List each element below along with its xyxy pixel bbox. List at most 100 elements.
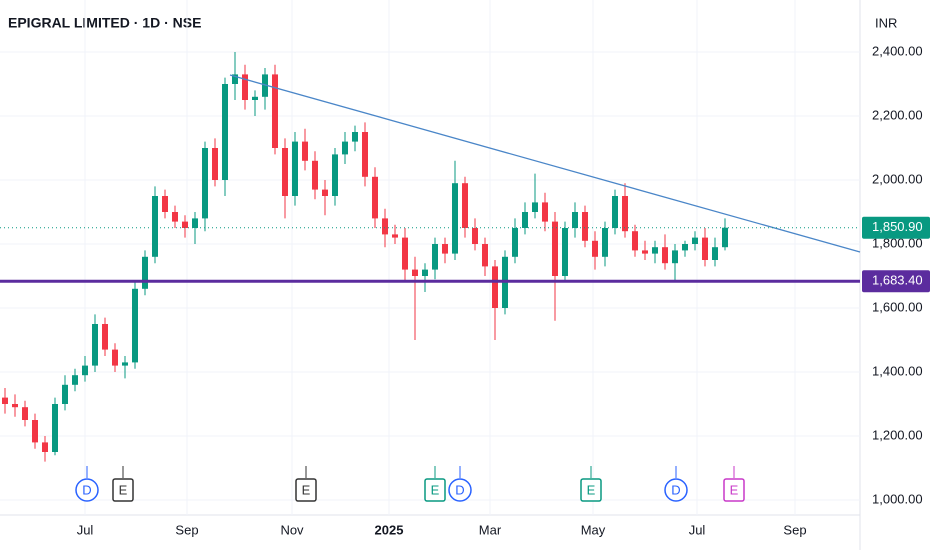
candle-body — [272, 74, 278, 148]
candle-body — [582, 212, 588, 241]
candle-body — [252, 96, 258, 100]
candle-body — [372, 176, 378, 219]
candle-body — [552, 221, 558, 276]
event-label: E — [302, 482, 311, 497]
event-label: D — [455, 482, 464, 497]
candle-body — [292, 141, 298, 196]
candle-body — [622, 196, 628, 232]
candle-body — [632, 231, 638, 251]
x-tick-label: Mar — [479, 522, 502, 537]
candle-body — [512, 228, 518, 257]
trendline — [229, 74, 861, 253]
candle-body — [142, 256, 148, 289]
x-tick-label: Sep — [175, 522, 198, 537]
y-tick-label: 1,200.00 — [872, 427, 923, 442]
candle-body — [612, 196, 618, 228]
candle-body — [492, 266, 498, 308]
event-marker — [295, 478, 317, 502]
x-tick-label: Jul — [689, 522, 706, 537]
candle-body — [42, 442, 48, 452]
candle-body — [82, 365, 88, 376]
candle-body — [342, 141, 348, 155]
candle-body — [202, 148, 208, 219]
candle-body — [112, 349, 118, 366]
candle-body — [392, 234, 398, 238]
candle-body — [172, 212, 178, 222]
candle-body — [432, 244, 438, 270]
candle-body — [322, 189, 328, 196]
x-tick-label: Nov — [280, 522, 304, 537]
candle-body — [192, 218, 198, 228]
candle-body — [692, 237, 698, 244]
y-tick-label: 1,800.00 — [872, 235, 923, 250]
candle-body — [602, 228, 608, 257]
candle-body — [2, 397, 8, 404]
event-marker — [75, 478, 99, 502]
candle-body — [722, 227, 728, 248]
candle-body — [472, 228, 478, 244]
candle-body — [642, 250, 648, 254]
candle-body — [282, 148, 288, 196]
candle-body — [212, 148, 218, 180]
candle-body — [182, 221, 188, 228]
price-label: 1,850.90 — [872, 219, 923, 234]
x-tick-label: 2025 — [375, 522, 404, 537]
candle-body — [102, 324, 108, 350]
candle-body — [662, 247, 668, 264]
event-label: E — [730, 482, 739, 497]
candle-body — [712, 247, 718, 260]
candle-body — [262, 74, 268, 97]
candle-body — [362, 132, 368, 177]
candle-body — [232, 74, 238, 84]
candle-body — [132, 288, 138, 363]
currency: INR — [875, 15, 897, 30]
y-tick-label: 2,400.00 — [872, 43, 923, 58]
candle-body — [222, 84, 228, 180]
event-marker — [580, 478, 602, 502]
y-tick-label: 2,200.00 — [872, 107, 923, 122]
price-label-box — [862, 270, 930, 293]
candle-body — [352, 132, 358, 142]
chart-title: EPIGRAL LIMITED · 1D · NSE — [8, 15, 201, 31]
candle-body — [682, 244, 688, 251]
candle-body — [152, 196, 158, 257]
candle-body — [672, 250, 678, 264]
candle-body — [532, 202, 538, 212]
event-marker — [112, 478, 134, 502]
y-tick-label: 1,000.00 — [872, 491, 923, 506]
y-tick-label: 1,400.00 — [872, 363, 923, 378]
price-label-box — [862, 216, 930, 239]
candle-body — [382, 218, 388, 235]
candle-body — [72, 375, 78, 385]
event-label: D — [82, 482, 91, 497]
candle-body — [652, 247, 658, 254]
x-tick-label: Sep — [783, 522, 806, 537]
event-marker — [424, 478, 446, 502]
candle-body — [122, 362, 128, 366]
candle-body — [482, 244, 488, 267]
candle-body — [562, 228, 568, 276]
candle-body — [442, 244, 448, 254]
candle-body — [92, 324, 98, 366]
y-tick-label: 2,000.00 — [872, 171, 923, 186]
candle-body — [592, 240, 598, 257]
candle-body — [412, 269, 418, 276]
candle-body — [542, 202, 548, 222]
candle-body — [462, 183, 468, 228]
x-tick-label: May — [581, 522, 606, 537]
event-marker — [448, 478, 472, 502]
candle-body — [332, 154, 338, 196]
candle-body — [32, 420, 38, 443]
candle-body — [452, 183, 458, 254]
candle-body — [12, 404, 18, 408]
event-label: D — [671, 482, 680, 497]
event-label: E — [119, 482, 128, 497]
event-label: E — [587, 482, 596, 497]
candle-body — [22, 407, 28, 420]
candle-body — [162, 196, 168, 212]
candle-body — [62, 384, 68, 404]
candle-body — [422, 269, 428, 276]
candle-body — [522, 212, 528, 228]
candle-body — [302, 141, 308, 161]
